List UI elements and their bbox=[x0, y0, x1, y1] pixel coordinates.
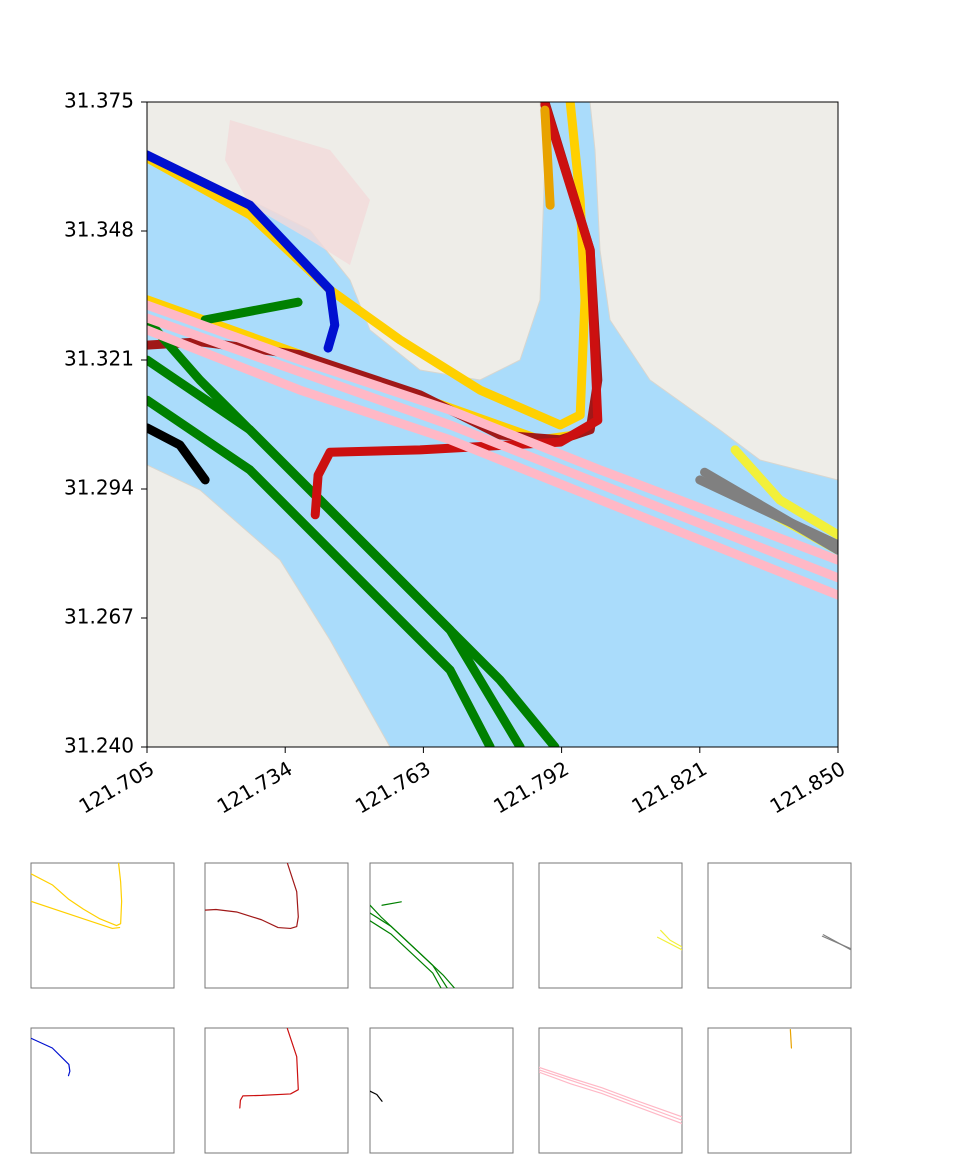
trajectory bbox=[730, 445, 838, 540]
trajectory bbox=[539, 1071, 682, 1125]
cluster-panel bbox=[30, 1027, 175, 1154]
panel-frame bbox=[30, 1027, 175, 1154]
cluster-panel bbox=[707, 862, 852, 989]
trajectory bbox=[31, 863, 123, 927]
y-tick-label: 31.294 bbox=[64, 476, 134, 500]
y-tick-label: 31.321 bbox=[64, 347, 134, 371]
trajectory bbox=[660, 929, 682, 948]
panel-tracks bbox=[370, 901, 456, 988]
trajectory bbox=[31, 900, 121, 930]
basemap bbox=[147, 102, 838, 747]
trajectory bbox=[147, 313, 838, 583]
cluster-panel bbox=[538, 1027, 683, 1154]
panel-frame bbox=[369, 862, 514, 989]
trajectory bbox=[200, 297, 303, 325]
trajectory bbox=[700, 467, 838, 555]
cluster-panel bbox=[538, 862, 683, 989]
panel-tracks bbox=[656, 929, 682, 951]
y-tick-label: 31.240 bbox=[64, 734, 134, 758]
y-tick-label: 31.348 bbox=[64, 218, 134, 242]
trajectory bbox=[822, 934, 851, 951]
trajectory bbox=[370, 920, 442, 988]
cluster-panel bbox=[369, 1027, 514, 1154]
trajectory bbox=[381, 901, 402, 906]
panel-frame bbox=[204, 1027, 349, 1154]
main-tracks bbox=[147, 102, 838, 747]
trajectory bbox=[147, 355, 525, 747]
panel-tracks bbox=[31, 863, 123, 930]
cluster-panel bbox=[369, 862, 514, 989]
x-tick-label: 121.763 bbox=[351, 756, 435, 818]
panel-frame bbox=[707, 1027, 852, 1154]
panel-frame bbox=[707, 862, 852, 989]
panel-tracks bbox=[239, 1028, 299, 1109]
cluster-panel bbox=[30, 862, 175, 989]
panel-frame bbox=[369, 1027, 514, 1154]
x-tick-label: 121.705 bbox=[75, 756, 159, 818]
trajectory bbox=[540, 105, 555, 210]
trajectory bbox=[147, 325, 838, 600]
trajectory bbox=[539, 1069, 682, 1121]
x-tick-label: 121.792 bbox=[489, 756, 573, 818]
panel-tracks bbox=[205, 863, 299, 930]
trajectory bbox=[370, 912, 448, 988]
panel-tracks bbox=[821, 934, 851, 951]
trajectory bbox=[656, 936, 682, 951]
y-tick-label: 31.375 bbox=[64, 89, 134, 113]
trajectory bbox=[239, 1028, 299, 1109]
panel-tracks bbox=[539, 1066, 682, 1125]
trajectory bbox=[310, 102, 603, 520]
cluster-panel bbox=[204, 1027, 349, 1154]
trajectory bbox=[147, 423, 210, 485]
trajectory bbox=[205, 863, 299, 930]
axes-frame bbox=[146, 101, 839, 748]
panel-frame bbox=[538, 862, 683, 989]
cluster-panel bbox=[204, 862, 349, 989]
trajectory bbox=[147, 395, 495, 747]
trajectory bbox=[539, 1066, 682, 1118]
cluster-panels bbox=[30, 862, 852, 1154]
panel-frame bbox=[204, 862, 349, 989]
y-tick-label: 31.267 bbox=[64, 605, 134, 629]
trajectory bbox=[31, 1037, 71, 1077]
x-tick-label: 121.734 bbox=[213, 756, 297, 818]
x-tick-label: 121.821 bbox=[627, 756, 711, 818]
trajectory bbox=[147, 300, 838, 565]
trajectory bbox=[147, 150, 340, 353]
panel-tracks bbox=[370, 1090, 383, 1102]
x-tick-label: 121.850 bbox=[766, 756, 850, 818]
trajectory bbox=[789, 1028, 793, 1049]
trajectory bbox=[370, 1090, 383, 1102]
panel-tracks bbox=[31, 1037, 71, 1077]
panel-tracks bbox=[789, 1028, 793, 1049]
cluster-panel bbox=[707, 1027, 852, 1154]
